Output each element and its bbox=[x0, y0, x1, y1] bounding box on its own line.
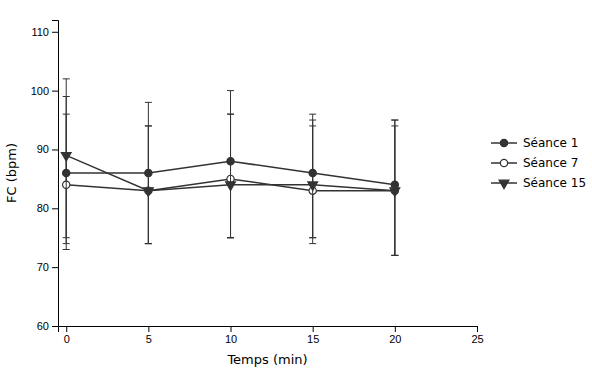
marker bbox=[308, 182, 318, 191]
tick-label: 70 bbox=[37, 261, 49, 273]
y-axis-title: FC (bpm) bbox=[4, 143, 19, 203]
error-bar bbox=[145, 102, 152, 243]
error-bar bbox=[227, 114, 234, 238]
marker bbox=[61, 153, 71, 162]
tick: 5 bbox=[146, 326, 152, 345]
tick-label: 5 bbox=[146, 333, 152, 345]
legend-item: Séance 15 bbox=[491, 176, 586, 190]
tick-label: 20 bbox=[389, 333, 401, 345]
tick: 70 bbox=[37, 261, 58, 273]
tick-label: 110 bbox=[31, 26, 49, 38]
tick: 0 bbox=[64, 326, 70, 345]
tick-label: 100 bbox=[31, 85, 49, 97]
tick: 110 bbox=[31, 26, 58, 38]
tick-label: 60 bbox=[37, 320, 49, 332]
series bbox=[61, 97, 399, 256]
tick: 25 bbox=[471, 326, 483, 345]
legend-marker bbox=[499, 180, 509, 189]
tick-label: 25 bbox=[471, 333, 483, 345]
x-axis: 0 5 10 15 20 25 bbox=[59, 326, 484, 345]
series bbox=[63, 114, 399, 255]
tick-label: 10 bbox=[225, 333, 237, 345]
plot: 0 5 10 15 20 25 60 70 80 90 100 110 bbox=[31, 21, 484, 345]
axis-line bbox=[59, 327, 478, 333]
tick-label: 0 bbox=[64, 333, 70, 345]
legend: Séance 1 Séance 7 Séance 15 bbox=[491, 136, 586, 190]
tick-label: 80 bbox=[37, 202, 49, 214]
tick: 90 bbox=[37, 143, 58, 155]
error-bar bbox=[309, 120, 316, 238]
error-bar bbox=[63, 97, 70, 238]
legend-label: Séance 7 bbox=[523, 156, 578, 170]
tick: 100 bbox=[31, 85, 58, 97]
line bbox=[66, 155, 395, 190]
tick-mark bbox=[52, 208, 58, 209]
legend-marker bbox=[500, 139, 507, 146]
tick-mark bbox=[395, 326, 396, 332]
tick-label: 90 bbox=[37, 143, 49, 155]
marks bbox=[61, 79, 399, 256]
tick: 20 bbox=[389, 326, 401, 345]
tick-mark bbox=[52, 326, 58, 327]
chart: 0 5 10 15 20 25 60 70 80 90 100 110 Temps (min) FC (b… bbox=[0, 0, 592, 374]
error-bar bbox=[63, 79, 70, 250]
tick-mark bbox=[66, 326, 67, 332]
tick: 15 bbox=[307, 326, 319, 345]
tick-mark bbox=[477, 326, 478, 332]
tick-mark bbox=[52, 91, 58, 92]
error-bar bbox=[227, 114, 234, 238]
tick-mark bbox=[231, 326, 232, 332]
error-bar bbox=[145, 126, 152, 244]
legend-item: Séance 7 bbox=[491, 156, 578, 170]
tick-mark bbox=[52, 149, 58, 150]
x-axis-title: Temps (min) bbox=[226, 352, 307, 367]
marker bbox=[143, 188, 153, 197]
tick-mark bbox=[313, 326, 314, 332]
tick-label: 15 bbox=[307, 333, 319, 345]
legend-marker bbox=[500, 159, 507, 166]
tick: 10 bbox=[225, 326, 237, 345]
legend-label: Séance 15 bbox=[523, 176, 586, 190]
tick-mark bbox=[52, 267, 58, 268]
error-bar bbox=[309, 114, 316, 238]
marker bbox=[226, 182, 236, 191]
legend-label: Séance 1 bbox=[523, 136, 578, 150]
tick: 80 bbox=[37, 202, 58, 214]
tick-mark bbox=[148, 326, 149, 332]
tick-mark bbox=[52, 32, 58, 33]
axis-line bbox=[52, 21, 59, 327]
error-bar bbox=[145, 126, 152, 244]
error-bar bbox=[227, 91, 234, 238]
marker bbox=[390, 188, 400, 197]
legend-item: Séance 1 bbox=[491, 136, 578, 150]
series bbox=[63, 79, 399, 256]
tick: 60 bbox=[37, 320, 58, 332]
y-axis: 60 70 80 90 100 110 bbox=[31, 21, 59, 333]
